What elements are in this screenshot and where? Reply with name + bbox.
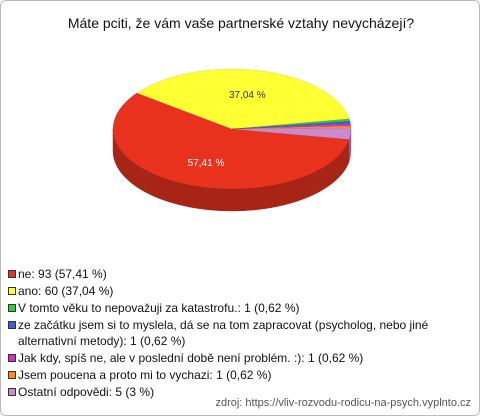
pie-slice — [231, 118, 351, 130]
legend-swatch — [8, 304, 16, 312]
data-label: 57,41 % — [188, 158, 225, 169]
data-label: 37,04 % — [229, 90, 266, 101]
legend-label: Jak kdy, spíš ne, ale v poslední době ne… — [18, 351, 364, 365]
legend-swatch — [8, 321, 16, 329]
legend-item: ne: 93 (57,41 %) — [8, 266, 463, 282]
legend-item: V tomto věku to nepovažuji za katastrofu… — [8, 300, 463, 316]
legend-item: ano: 60 (37,04 %) — [8, 283, 463, 299]
pie-slice — [112, 92, 350, 190]
pie-slice — [231, 120, 351, 130]
legend-label: ano: 60 (37,04 %) — [18, 284, 114, 298]
pie-tops — [112, 68, 352, 190]
legend-swatch — [8, 287, 16, 295]
legend-label: Jsem poucena a proto mi to vychazi: 1 (0… — [18, 368, 272, 382]
pie-slice — [231, 127, 352, 140]
legend-item: Ostatní odpovědi: 5 (3 %) — [8, 384, 463, 400]
pie-slice — [136, 68, 350, 130]
pie-area: Máte pciti, že vám vaše partnerské vztah… — [68, 15, 414, 212]
legend-item: Jak kdy, spíš ne, ale v poslední době ne… — [8, 350, 463, 366]
legend-label: ze začátku jsem si to myslela, dá se na … — [18, 318, 429, 348]
legend-swatch — [8, 354, 16, 362]
legend-swatch — [8, 371, 16, 379]
pie-slice — [231, 123, 352, 130]
legend-swatch — [8, 388, 16, 396]
legend-swatch — [8, 270, 16, 278]
legend-item: ze začátku jsem si to myslela, dá se na … — [8, 317, 463, 349]
source: zdroj: https://vliv-rozvodu-rodicu-na-ps… — [215, 397, 471, 409]
legend-label: V tomto věku to nepovažuji za katastrofu… — [18, 301, 300, 315]
legend-label: Ostatní odpovědi: 5 (3 %) — [18, 385, 155, 399]
legend: ne: 93 (57,41 %) ano: 60 (37,04 %) V tomto… — [8, 266, 463, 401]
pie-slice — [231, 125, 352, 130]
legend-item: Jsem poucena a proto mi to vychazi: 1 (0… — [8, 367, 463, 383]
legend-label: ne: 93 (57,41 %) — [18, 267, 107, 281]
chart-title: Máte pciti, že vám vaše partnerské vztah… — [68, 15, 414, 31]
